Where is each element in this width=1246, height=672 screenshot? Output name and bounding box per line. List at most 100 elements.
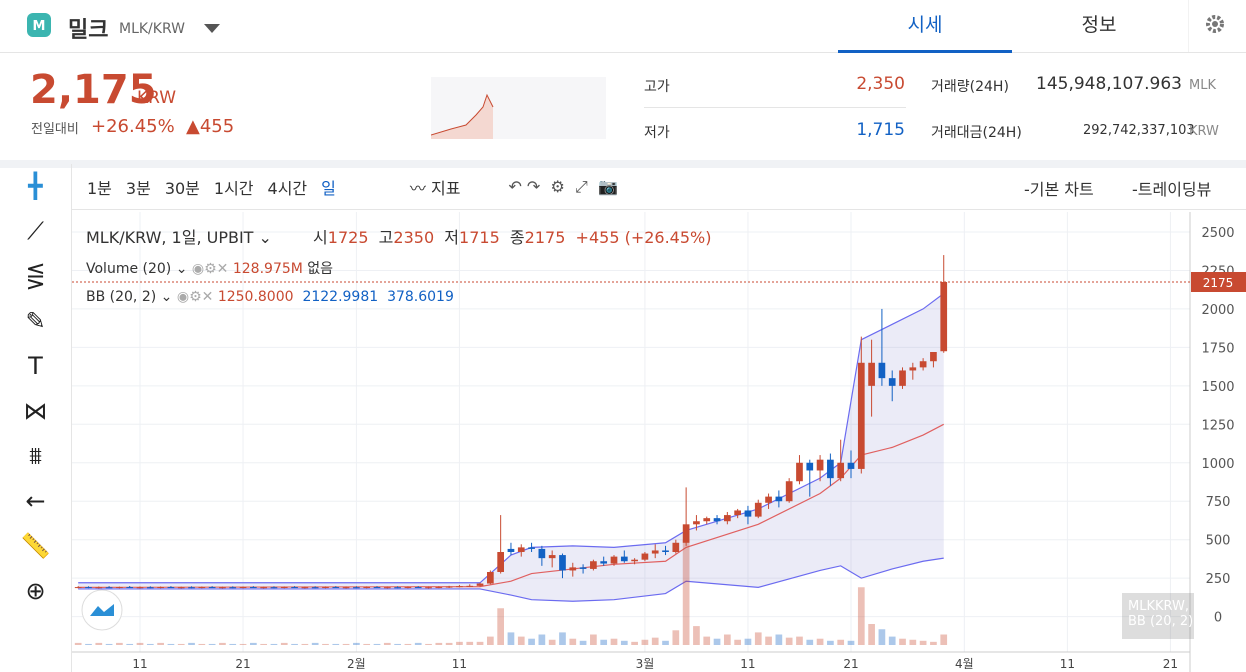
volume-bar xyxy=(847,640,855,645)
tool[interactable]: ⋈ xyxy=(23,397,48,425)
candle-body xyxy=(703,518,711,522)
tool[interactable]: ╋ xyxy=(28,172,43,200)
candle-body xyxy=(394,587,401,589)
candle-body xyxy=(270,587,278,589)
tool[interactable]: T xyxy=(28,352,43,380)
volume-bar xyxy=(198,643,206,645)
candle-body xyxy=(579,567,587,569)
tool[interactable]: 📏 xyxy=(20,532,51,560)
candle-body xyxy=(332,587,340,589)
interval[interactable]: 3분 xyxy=(125,178,151,198)
interval[interactable]: 4시간 xyxy=(267,178,308,198)
candle-body xyxy=(507,548,515,552)
tool[interactable]: ⟋ xyxy=(27,217,44,245)
candle-body xyxy=(85,587,92,589)
candle-body xyxy=(445,586,453,588)
volume-bar xyxy=(682,540,690,645)
volume-bar xyxy=(785,637,793,645)
settings[interactable] xyxy=(1188,0,1246,52)
volume-bar xyxy=(280,642,288,645)
stat-value: 2,350 xyxy=(856,74,905,94)
candle-body xyxy=(620,556,628,562)
interval[interactable]: 일 xyxy=(321,178,336,198)
candle-body xyxy=(734,510,741,516)
interval[interactable]: 1시간 xyxy=(213,178,254,198)
tab[interactable]: 시세 xyxy=(838,10,1012,53)
candle-body xyxy=(796,462,803,482)
candle-body xyxy=(105,587,113,589)
watermark-line: BB (20, 2) xyxy=(1128,614,1194,629)
icons[interactable]: ↶ ↷ ⚙ ⤢ 📷 xyxy=(508,176,618,196)
volume-bar xyxy=(579,640,587,645)
candle-body xyxy=(486,572,494,584)
tool[interactable]: ← xyxy=(25,487,46,515)
y-tick-label: 1000 xyxy=(1201,457,1234,472)
y-tick-label: 2500 xyxy=(1201,226,1234,241)
candle-body xyxy=(528,547,535,549)
candle-body xyxy=(373,587,381,589)
y-tick-label: 250 xyxy=(1206,572,1231,587)
candle-body xyxy=(383,587,391,589)
volume-bar xyxy=(600,639,608,645)
volume-bar xyxy=(919,640,927,645)
volume-bar xyxy=(528,638,535,645)
candle-body xyxy=(260,587,268,589)
volume-bar xyxy=(425,643,432,645)
volume-bar xyxy=(672,630,680,645)
volume-bar xyxy=(85,643,92,645)
indicator[interactable]: 〰 지표 xyxy=(409,178,461,198)
toolbar: 1분 3분 30분 1시간 4시간 일 〰 지표 ↶ ↷ ⚙ ⤢ 📷 -기본 차… xyxy=(72,164,1246,210)
candle-body xyxy=(651,550,659,554)
candle-body xyxy=(311,587,319,589)
bb-value: 1250.8000 xyxy=(217,289,294,305)
tool[interactable]: ⊕ xyxy=(25,577,46,605)
tool[interactable]: ⩩ xyxy=(29,442,42,470)
view[interactable]: -트레이딩뷰 xyxy=(1132,180,1212,199)
volume-bar xyxy=(940,634,948,645)
indicator-label: 지표 xyxy=(430,178,461,198)
candle-body xyxy=(888,378,896,386)
header: M 밀크 MLK/KRW 시세 정보 xyxy=(0,0,1246,53)
logo-badge[interactable] xyxy=(80,588,124,632)
volume-bar xyxy=(723,634,731,645)
candle-body xyxy=(322,587,329,589)
candle-body xyxy=(827,459,834,479)
volume-bar xyxy=(569,638,577,645)
ohlc-value: 2175 xyxy=(524,228,566,247)
volume-bar xyxy=(74,642,82,645)
candle-body xyxy=(765,496,772,503)
coin-name: 밀크 xyxy=(68,18,109,43)
candle-body xyxy=(497,552,505,572)
volume-bar xyxy=(878,629,886,645)
volume-bar xyxy=(270,643,278,645)
candle-body xyxy=(239,587,247,589)
change: +455 (+26.45%) xyxy=(575,228,712,247)
volume-bar xyxy=(404,643,412,645)
view[interactable]: -기본 차트 xyxy=(1024,180,1094,199)
interval[interactable]: 30분 xyxy=(164,178,200,198)
ohlc-value: 1725 xyxy=(327,228,369,247)
candle-body xyxy=(610,556,618,564)
candle-body xyxy=(404,587,412,589)
x-tick-label: 3월 xyxy=(636,657,655,671)
y-tick-label: 1250 xyxy=(1201,418,1234,433)
last-price-box xyxy=(1191,272,1246,292)
volume-bar xyxy=(744,638,752,645)
stat-value: 292,742,337,103 xyxy=(1083,123,1195,138)
volume-bar xyxy=(662,640,669,645)
tab[interactable]: 정보 xyxy=(1081,14,1117,36)
candle-body xyxy=(693,521,700,525)
volume-bar xyxy=(167,643,175,645)
stat-label: 거래대금(24H) xyxy=(931,125,1022,141)
volume-bar xyxy=(816,638,824,645)
volume-bar xyxy=(291,643,298,645)
volume-bar xyxy=(414,642,422,645)
tool[interactable]: ⋚ xyxy=(25,262,46,290)
tool[interactable]: ✎ xyxy=(25,307,46,335)
dropdown[interactable] xyxy=(204,24,220,34)
volume-bar xyxy=(116,642,123,645)
interval[interactable]: 1분 xyxy=(87,178,112,198)
price: 2,175 xyxy=(30,67,157,113)
legend-main: MLK/KRW, 1일, UPBIT ⌄ 시1725 고2350 저1715 종… xyxy=(86,228,712,247)
candle-body xyxy=(744,510,752,517)
